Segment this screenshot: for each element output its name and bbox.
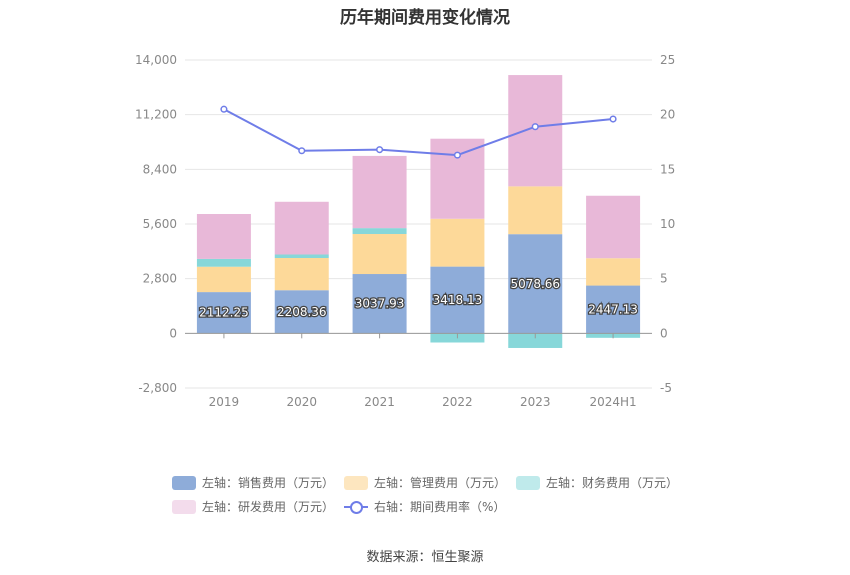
bar-series <box>196 75 641 348</box>
legend-item-rnd[interactable]: 左轴：研发费用（万元） <box>172 498 334 515</box>
bar-segment <box>586 285 641 334</box>
bar-segment <box>196 213 251 259</box>
left-axis-tick-label: 5,600 <box>143 217 177 231</box>
bar-data-label: 2447.13 <box>588 302 638 316</box>
left-axis-tick-label: 14,000 <box>135 53 177 67</box>
rate-point <box>220 105 228 113</box>
axes: -2,800 0 2,800 5,600 8,400 11,200 14,000 -5 0 5 10… <box>135 53 675 409</box>
legend-swatch-rnd <box>172 499 196 514</box>
legend-label-rnd: 左轴：研发费用（万元） <box>202 500 335 514</box>
bar-segment <box>196 292 251 334</box>
bar-segment <box>586 195 641 259</box>
bar-data-label: 2112.25 <box>199 306 249 320</box>
legend-swatch-sales <box>172 475 196 490</box>
legend-item-sales[interactable]: 左轴：销售费用（万元） <box>172 474 334 491</box>
rate-line <box>223 108 614 157</box>
right-axis-tick-label: 0 <box>660 326 668 340</box>
legend-item-admin[interactable]: 左轴：管理费用（万元） <box>344 474 506 491</box>
bar-data-label: 5078.66 <box>510 277 560 291</box>
rate-point <box>298 147 306 155</box>
left-axis-tick-label: -2,800 <box>138 381 177 395</box>
x-axis-tick-label: 2024H1 <box>589 395 636 409</box>
right-axis-tick-label: -5 <box>660 381 672 395</box>
bar-data-label: 3418.13 <box>433 293 483 307</box>
bar-data-label: 3037.93 <box>355 297 405 311</box>
left-axis-tick-label: 8,400 <box>143 162 177 176</box>
x-axis-tick-label: 2019 <box>209 395 240 409</box>
right-axis-tick-label: 15 <box>660 162 675 176</box>
right-axis-tick-label: 20 <box>660 108 675 122</box>
legend-label-finance: 左轴：财务费用（万元） <box>546 476 679 490</box>
chart-title: 历年期间费用变化情况 <box>340 8 510 28</box>
bar-segment <box>196 258 251 267</box>
rate-line-series <box>220 105 617 159</box>
legend-label-admin: 左轴：管理费用（万元） <box>374 476 507 490</box>
bar-segment <box>430 266 485 334</box>
bar-segment <box>274 254 329 259</box>
grid-lines <box>185 59 652 389</box>
bar-segment <box>274 201 329 255</box>
data-labels: 2112.25 2208.36 3037.93 3418.13 5078.66 2447.… <box>198 276 639 321</box>
bar-segment <box>508 234 563 334</box>
bar-segment <box>430 218 485 267</box>
bar-segment <box>352 233 407 275</box>
legend-swatch-finance <box>516 475 540 490</box>
bar-segment <box>508 75 563 187</box>
bar-segment <box>586 258 641 286</box>
bar-segment <box>196 266 251 293</box>
x-axis-tick-label: 2023 <box>520 395 551 409</box>
x-axis-tick-label: 2021 <box>364 395 395 409</box>
bar-segment <box>352 274 407 334</box>
legend-item-finance[interactable]: 左轴：财务费用（万元） <box>516 474 678 491</box>
legend-item-rate[interactable]: 右轴：期间费用率（%） <box>344 498 505 515</box>
x-axis-tick-label: 2022 <box>442 395 473 409</box>
right-axis-tick-label: 10 <box>660 217 675 231</box>
bar-segment <box>274 290 329 334</box>
rate-point <box>376 146 384 154</box>
right-axis-tick-label: 25 <box>660 53 675 67</box>
bar-segment <box>352 228 407 234</box>
legend-swatch-admin <box>344 475 368 490</box>
legend-line-icon <box>344 500 368 514</box>
rate-point <box>453 151 461 159</box>
rate-point <box>531 123 539 131</box>
rate-point <box>609 115 617 123</box>
bar-data-label: 2208.36 <box>277 305 327 319</box>
x-axis-tick-label: 2020 <box>286 395 317 409</box>
bar-segment <box>508 333 563 348</box>
source-note: 数据来源：恒生聚源 <box>366 550 484 565</box>
bar-segment <box>274 258 329 291</box>
left-axis-tick-label: 0 <box>169 326 177 340</box>
legend-label-rate: 右轴：期间费用率（%） <box>374 500 506 514</box>
bar-segment <box>352 155 407 229</box>
legend-label-sales: 左轴：销售费用（万元） <box>202 476 335 490</box>
bar-segment <box>508 186 563 235</box>
left-axis-tick-label: 2,800 <box>143 272 177 286</box>
bar-segment <box>430 138 485 219</box>
left-axis-tick-label: 11,200 <box>135 108 177 122</box>
right-axis-tick-label: 5 <box>660 272 668 286</box>
